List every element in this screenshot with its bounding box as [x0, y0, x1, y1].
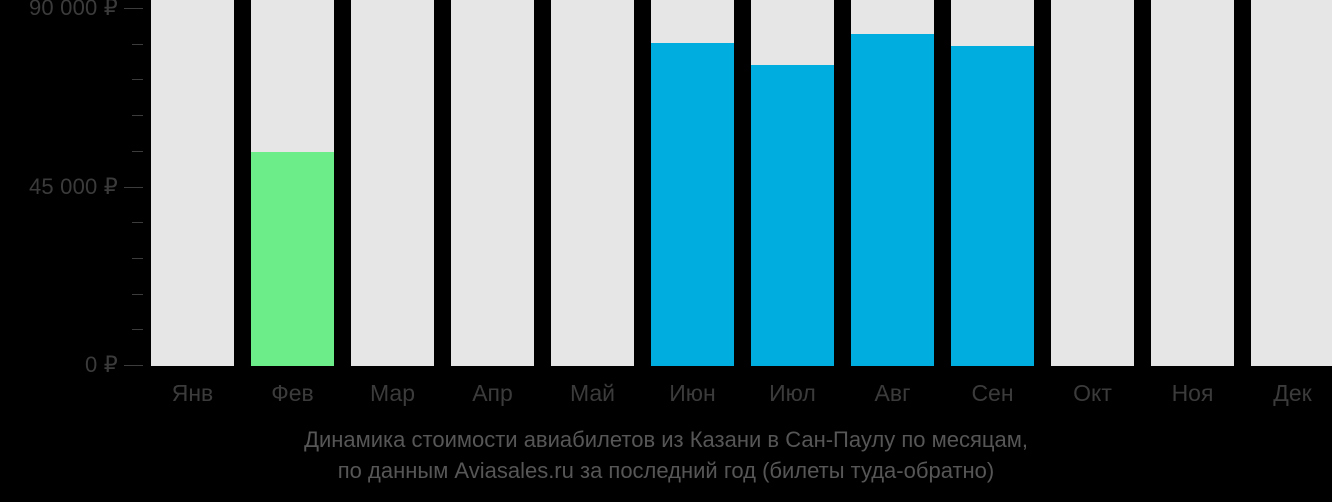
y-tick-minor: [132, 293, 143, 295]
bar-value-июл[interactable]: [751, 64, 834, 366]
x-axis-label-дек: Дек: [1273, 380, 1312, 406]
bar-track: [1151, 0, 1234, 366]
bar-track: [1051, 0, 1134, 366]
bar-track: [151, 0, 234, 366]
chart-plot-area: [151, 0, 1332, 366]
bar-value-июн[interactable]: [651, 43, 734, 366]
bar-column-ноя[interactable]: [1151, 0, 1234, 366]
chart-caption-line-2: по данным Aviasales.ru за последний год …: [337, 458, 995, 483]
bar-value-фев[interactable]: [251, 152, 334, 366]
y-tick-minor: [132, 115, 143, 117]
chart-caption: Динамика стоимости авиабилетов из Казани…: [0, 424, 1332, 486]
bar-track: [451, 0, 534, 366]
bar-track: [1251, 0, 1332, 366]
bar-column-апр[interactable]: [451, 0, 534, 366]
y-tick-minor: [132, 43, 143, 45]
y-tick-major: [124, 8, 143, 9]
x-axis-label-июн: Июн: [669, 380, 716, 406]
y-axis-label: 90 000 ₽: [29, 0, 118, 20]
y-axis: 90 000 ₽ 45 000 ₽ 0 ₽: [0, 0, 151, 376]
bar-value-авг[interactable]: [851, 34, 934, 366]
x-axis-label-ноя: Ноя: [1171, 380, 1214, 406]
x-axis-label-сен: Сен: [971, 380, 1014, 406]
bar-column-янв[interactable]: [151, 0, 234, 366]
bar-column-мар[interactable]: [351, 0, 434, 366]
x-axis-label-мар: Мар: [369, 380, 415, 406]
x-axis-label-июл: Июл: [769, 380, 816, 406]
bar-column-май[interactable]: [551, 0, 634, 366]
bar-column-июл[interactable]: [751, 0, 834, 366]
bar-value-сен[interactable]: [951, 46, 1034, 366]
bar-track: [551, 0, 634, 366]
x-axis-label-фев: Фев: [271, 380, 314, 406]
bar-column-авг[interactable]: [851, 0, 934, 366]
y-tick-minor: [132, 79, 143, 81]
bar-track: [351, 0, 434, 366]
y-axis-label: 0 ₽: [85, 352, 118, 377]
x-axis-label-апр: Апр: [472, 380, 513, 406]
y-axis-label: 45 000 ₽: [29, 173, 118, 199]
x-axis-label-окт: Окт: [1073, 380, 1112, 406]
y-tick-minor: [132, 329, 143, 331]
bar-column-июн[interactable]: [651, 0, 734, 366]
chart-caption-line-1: Динамика стоимости авиабилетов из Казани…: [304, 427, 1028, 452]
bar-column-дек[interactable]: [1251, 0, 1332, 366]
x-axis-label-янв: Янв: [171, 380, 214, 406]
bar-column-окт[interactable]: [1051, 0, 1134, 366]
y-tick-minor: [132, 222, 143, 224]
bar-column-фев[interactable]: [251, 0, 334, 366]
y-tick-major: [124, 365, 143, 366]
y-tick-minor: [132, 150, 143, 152]
x-axis-label-май: Май: [569, 380, 616, 406]
y-tick-minor: [132, 257, 143, 259]
bar-column-сен[interactable]: [951, 0, 1034, 366]
y-tick-major: [124, 186, 143, 188]
x-axis: Янв Фев Мар Апр Май Июн Июл Авг Сен Окт Ноя Дек: [0, 366, 1332, 420]
x-axis-label-авг: Авг: [874, 380, 911, 406]
